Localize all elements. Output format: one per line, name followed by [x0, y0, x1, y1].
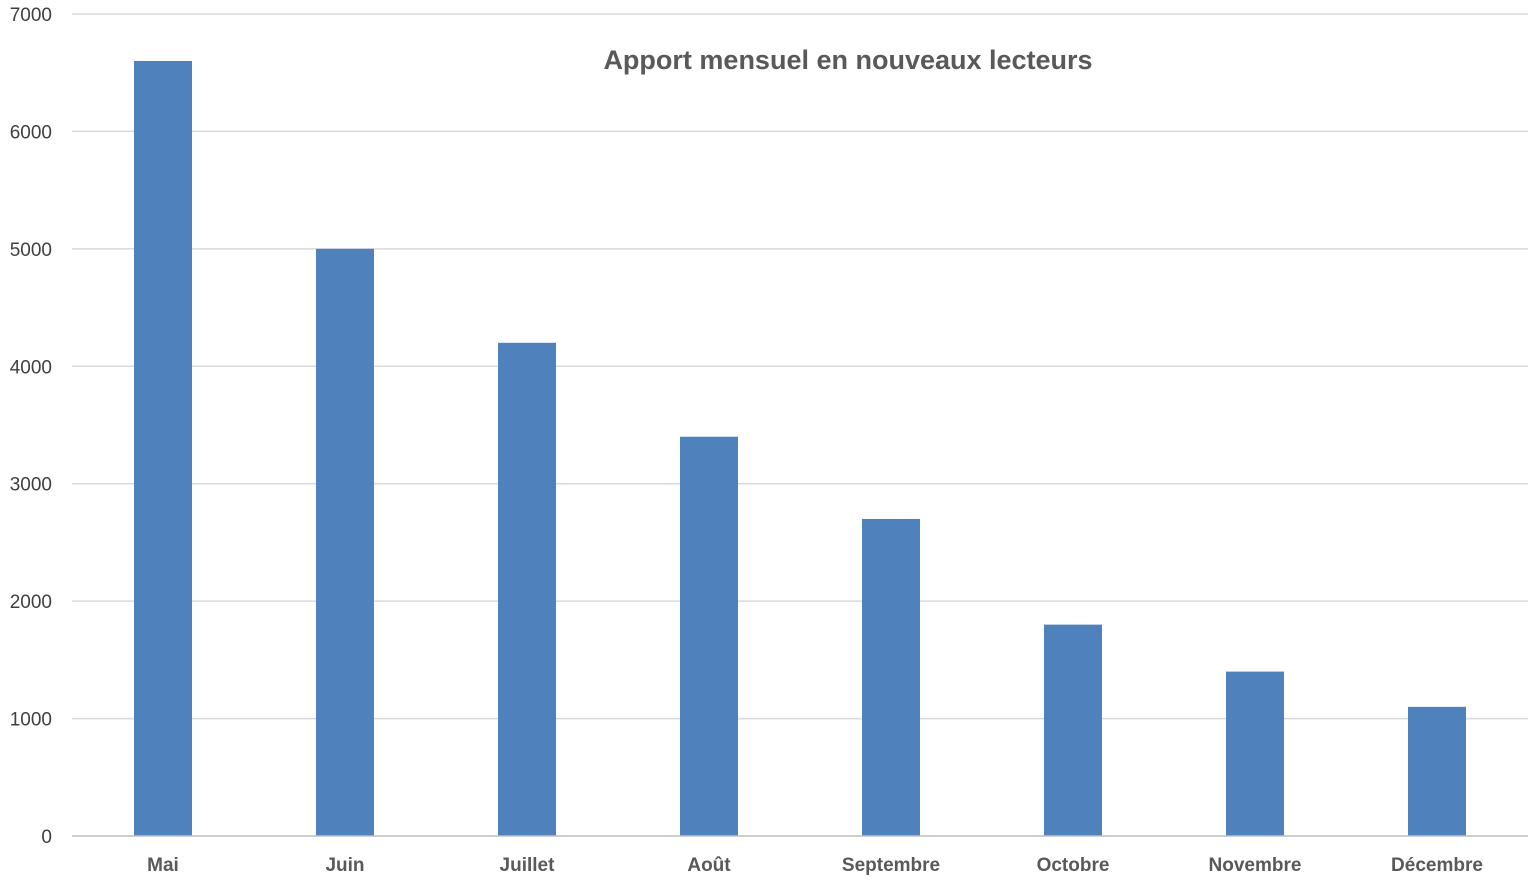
bar [316, 248, 374, 836]
x-tick-label: Novembre [1209, 855, 1302, 876]
bar [1044, 624, 1102, 836]
y-tick-label: 7000 [10, 5, 52, 26]
y-tick-label: 2000 [10, 592, 52, 613]
x-tick-label: Décembre [1391, 855, 1483, 876]
y-tick-label: 4000 [10, 357, 52, 378]
x-axis-ticks: Mai Juin Juillet Août Septembre Octobre Novemb… [147, 855, 1483, 876]
y-tick-label: 3000 [10, 475, 52, 496]
bar [1226, 671, 1284, 836]
y-tick-label: 1000 [10, 710, 52, 731]
y-tick-label: 0 [41, 827, 52, 848]
y-tick-label: 6000 [10, 122, 52, 143]
y-axis-ticks: 0 1000 2000 3000 4000 5000 6000 7000 [10, 5, 52, 848]
y-tick-label: 5000 [10, 240, 52, 261]
x-tick-label: Octobre [1037, 855, 1110, 876]
bar [680, 436, 738, 836]
x-tick-label: Juin [325, 855, 364, 876]
chart-title: Apport mensuel en nouveaux lecteurs [603, 45, 1092, 75]
gridlines [72, 13, 1528, 720]
x-tick-label: Septembre [842, 855, 940, 876]
bars [134, 60, 1466, 836]
bar [498, 342, 556, 836]
bar [1408, 706, 1466, 836]
x-tick-label: Juillet [500, 855, 556, 876]
bar [134, 60, 192, 836]
x-tick-label: Mai [147, 855, 179, 876]
x-tick-label: Août [687, 855, 731, 876]
bar [862, 518, 920, 836]
